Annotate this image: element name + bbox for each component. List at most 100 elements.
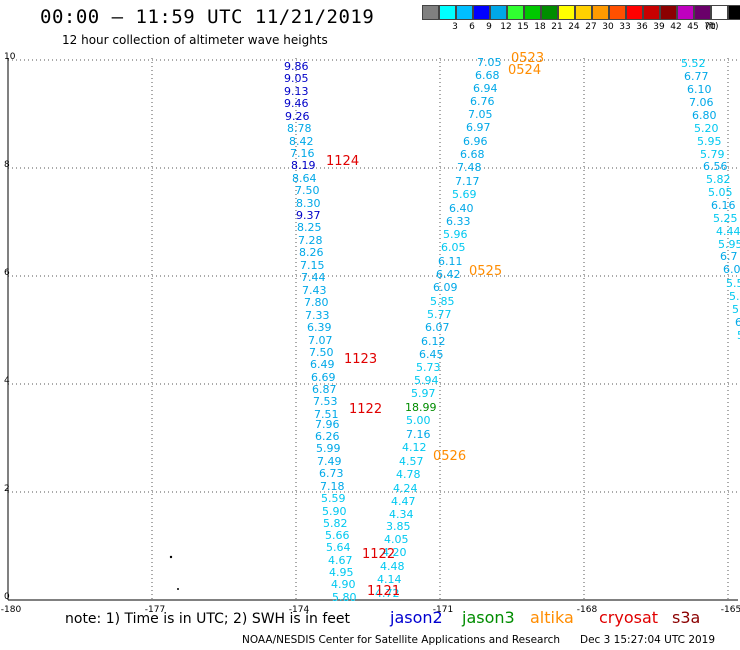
legend-label: 39	[653, 22, 665, 32]
wave-height-label: 8.25	[297, 221, 322, 234]
legend-label: 21	[551, 22, 563, 32]
page-subtitle: 12 hour collection of altimeter wave hei…	[62, 33, 328, 47]
footer-timestamp: Dec 3 15:27:04 UTC 2019	[580, 634, 716, 646]
wave-height-label: 6.07	[425, 321, 450, 334]
wave-height-label: 5.90	[322, 505, 347, 518]
wave-height-label: 8.30	[296, 197, 321, 210]
wave-height-label: 5.20	[694, 122, 719, 135]
wave-height-label: 5.95	[718, 238, 740, 251]
wave-height-label: 5.79	[700, 148, 725, 161]
legend-label: 30	[602, 22, 614, 32]
wave-height-label: 6.87	[312, 383, 337, 396]
wave-height-label: 18.99	[405, 401, 437, 414]
wave-height-label: 4.47	[391, 495, 416, 508]
wave-height-label: 6.42	[436, 268, 461, 281]
legend-label: 15	[517, 22, 529, 32]
wave-height-label: 5.80	[332, 591, 357, 604]
wave-height-label: 7.50	[295, 184, 320, 197]
pass-time-label: 1121	[367, 584, 400, 599]
wave-height-label: 7.05	[468, 108, 493, 121]
mission-label: jason2	[390, 608, 443, 627]
pass-time-label: 1122	[362, 547, 395, 562]
wave-height-label: 4.67	[328, 554, 353, 567]
x-tick-label: -177	[145, 605, 165, 615]
wave-height-label: 5.94	[414, 374, 439, 387]
wave-height-label: 8.26	[299, 246, 324, 259]
wave-height-label: 7.80	[304, 296, 329, 309]
x-tick-label: -168	[577, 605, 598, 615]
legend-swatch	[677, 5, 694, 20]
wave-height-label: 6.7	[720, 250, 738, 263]
wave-height-label: 4.90	[331, 578, 356, 591]
x-tick-label: -180	[1, 605, 22, 615]
legend-swatch	[490, 5, 507, 20]
wave-height-label: 7.43	[302, 284, 327, 297]
legend-unit: (ft)	[705, 22, 719, 32]
wave-height-label: 7.28	[298, 234, 323, 247]
wave-height-label: 5.5	[726, 277, 740, 290]
legend-label: 36	[636, 22, 648, 32]
x-tick-label: -165	[721, 605, 740, 615]
legend-label: 9	[486, 22, 492, 32]
wave-height-label: 7.48	[457, 161, 482, 174]
legend-swatch	[711, 5, 728, 20]
legend-swatch	[422, 5, 439, 20]
wave-height-label: 4.34	[389, 508, 414, 521]
legend-swatch	[626, 5, 643, 20]
land-dot	[169, 555, 173, 559]
wave-height-label: 5.05	[708, 186, 733, 199]
legend-swatch	[541, 5, 558, 20]
wave-height-label: 6.09	[433, 281, 458, 294]
wave-height-label: 5.73	[416, 361, 441, 374]
wave-height-label: 4.57	[399, 455, 424, 468]
wave-height-label: 7.05	[477, 56, 502, 69]
y-tick-label: 0	[4, 592, 10, 602]
wave-height-label: 7.49	[317, 455, 342, 468]
wave-height-label: 4.14	[377, 573, 402, 586]
wave-height-label: 9.37	[296, 209, 321, 222]
wave-height-label: 7.53	[313, 395, 338, 408]
legend-swatch	[643, 5, 660, 20]
legend-swatch	[592, 5, 609, 20]
mission-label: jason3	[462, 608, 515, 627]
pass-time-label: 1124	[326, 154, 359, 169]
wave-height-label: 7.06	[689, 96, 714, 109]
wave-height-label: 4.72	[375, 587, 400, 600]
wave-height-label: 5.69	[452, 188, 477, 201]
wave-height-label: 5.99	[316, 442, 341, 455]
wave-height-label: 9.13	[284, 85, 309, 98]
wave-height-label: 5.95	[697, 135, 722, 148]
wave-height-label: 6.26	[315, 430, 340, 443]
wave-height-label: 4.20	[382, 546, 407, 559]
legend-label: 42	[670, 22, 682, 32]
legend-swatch	[575, 5, 592, 20]
mission-label: s3a	[672, 608, 701, 627]
color-legend	[422, 5, 740, 20]
legend-label: 18	[534, 22, 546, 32]
wave-height-label: 7.07	[308, 334, 333, 347]
legend-label: 6	[469, 22, 475, 32]
wave-height-label: 4.05	[384, 533, 409, 546]
wave-height-label: 5.00	[406, 414, 431, 427]
pass-time-label: 0523	[511, 51, 544, 66]
wave-height-label: 4.95	[329, 566, 354, 579]
wave-height-label: 5.82	[706, 173, 731, 186]
wave-height-label: 6	[735, 316, 740, 329]
wave-height-label: 8.78	[287, 122, 312, 135]
legend-swatch	[439, 5, 456, 20]
wave-height-label: 6.68	[460, 148, 485, 161]
legend-swatch	[524, 5, 541, 20]
wave-height-label: 6.77	[684, 70, 709, 83]
y-tick-label: 6	[4, 268, 10, 278]
legend-swatch	[507, 5, 524, 20]
wave-height-label: 7.15	[300, 259, 325, 272]
pass-time-label: 0524	[508, 63, 541, 78]
wave-height-label: 6.11	[438, 255, 463, 268]
land-dot	[177, 588, 179, 590]
wave-height-label: 5.8	[729, 290, 740, 303]
legend-label: 33	[619, 22, 631, 32]
wave-height-label: 5.96	[443, 228, 468, 241]
legend-swatch	[728, 5, 740, 20]
wave-height-label: 6.97	[466, 121, 491, 134]
